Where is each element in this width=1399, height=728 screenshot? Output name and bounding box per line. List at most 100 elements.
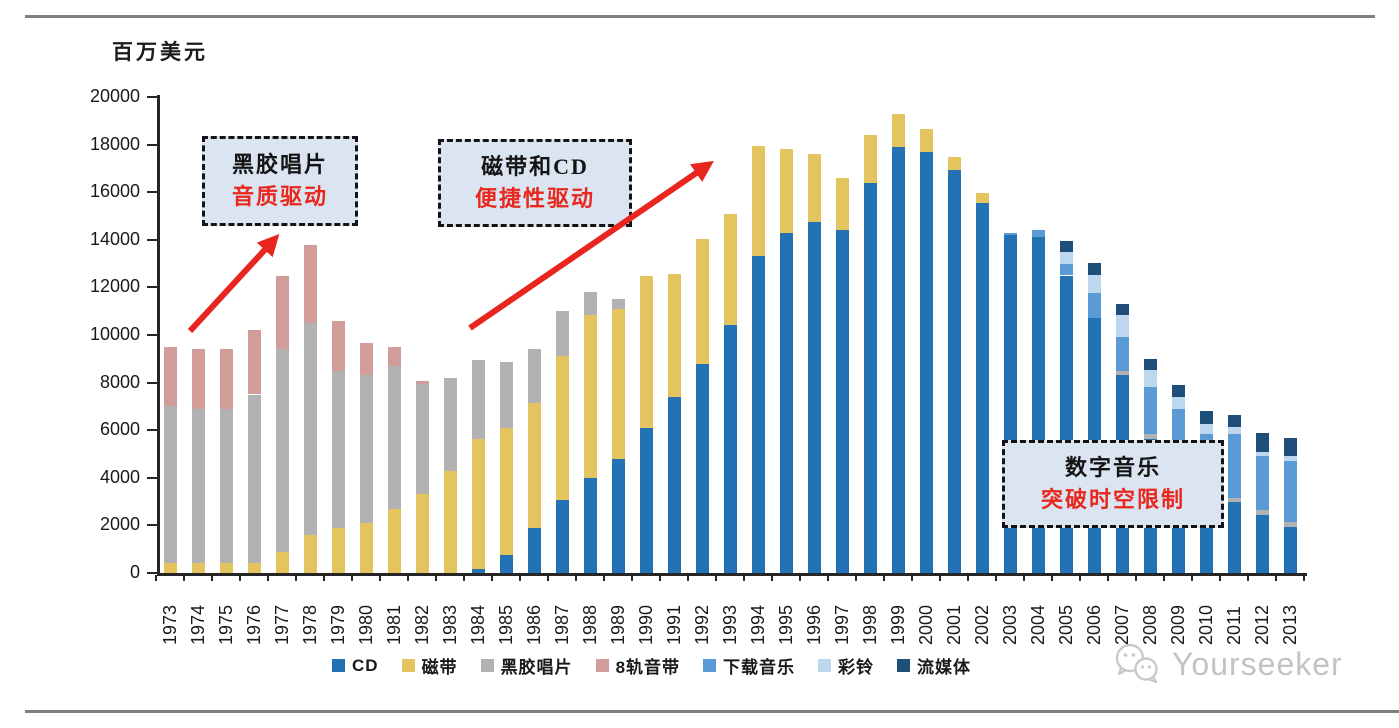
bar-2006-ringtone [1087,275,1101,294]
x-axis-year-label-2005: 2005 [1056,604,1076,645]
x-axis-year-label-1980: 1980 [356,604,376,645]
legend-label-download: 下载音乐 [723,658,796,677]
y-axis-tick [147,238,158,241]
bar-1996-cd [807,221,821,573]
bar-1977-cassette [275,551,289,573]
x-axis-year-label-1988: 1988 [580,604,600,645]
y-axis-tick [147,381,158,384]
x-axis-year-label-1987: 1987 [552,604,572,645]
bar-1993-cd [723,325,737,573]
bar-2010-streaming [1199,411,1213,424]
legend-label-eight-track: 8轨音带 [615,658,681,677]
bar-1979-cassette [331,527,345,573]
bar-1982-cassette [415,494,429,573]
bar-2007-streaming [1115,303,1129,315]
x-axis-year-label-1994: 1994 [748,604,768,645]
bar-1974-cassette [191,563,205,573]
x-axis-tick [883,575,885,581]
legend-swatch-download [703,659,717,672]
callout-cassette-cd-title: 磁带和CD [481,154,589,180]
bar-1990-cd [639,427,653,573]
y-axis-tick [147,143,158,146]
bar-2008-ringtone [1143,370,1157,388]
y-axis-tick [147,286,158,289]
chart-legend: CD 磁带 黑胶唱片 8轨音带 下载音乐 彩铃 流媒体 [332,653,971,678]
x-axis-year-label-1984: 1984 [468,604,488,645]
callout-vinyl: 黑胶唱片 音质驱动 [202,136,358,226]
y-axis-tick [147,429,158,432]
x-axis-year-label-1997: 1997 [832,604,852,645]
x-axis-tick [939,575,941,581]
x-axis-tick [183,575,185,581]
bar-2011-ringtone [1227,427,1241,434]
x-axis-tick [463,575,465,581]
y-axis-tick-label: 16000 [89,181,140,202]
x-axis-year-label-2010: 2010 [1196,604,1216,645]
x-axis-tick [1079,575,1081,581]
legend-label-ringtone: 彩铃 [838,658,875,677]
x-axis-tick [967,575,969,581]
callout-digital-title: 数字音乐 [1064,455,1161,481]
bar-1999-cd [891,146,905,573]
x-axis-year-label-2012: 2012 [1252,604,1272,645]
bar-2012-vinyl [1255,509,1269,515]
bar-1989-cd [611,458,625,573]
bar-2000-cassette [919,129,933,152]
bar-1988-cd [583,477,597,573]
y-axis-line [157,95,160,576]
callout-digital: 数字音乐 突破时空限制 [1002,440,1224,528]
y-axis-unit-label: 百万美元 [112,40,208,64]
legend-item-vinyl: 黑胶唱片 [480,653,573,678]
legend-item-download: 下载音乐 [703,653,795,678]
x-axis-tick [771,575,773,581]
bar-2004-download [1031,230,1045,238]
x-axis-year-label-1991: 1991 [664,604,684,645]
bar-1980-vinyl [359,375,373,523]
x-axis-year-label-2000: 2000 [916,604,936,645]
bar-2011-download [1227,433,1241,499]
legend-label-streaming: 流媒体 [917,658,972,677]
bar-1991-cassette [667,274,681,397]
x-axis-tick [743,575,745,581]
x-axis-tick [519,575,521,581]
bar-1976-vinyl [247,394,261,564]
bar-1994-cd [751,256,765,573]
bar-2006-download [1087,293,1101,319]
bar-2012-ringtone [1255,451,1269,457]
x-axis-year-label-1985: 1985 [496,604,516,645]
x-axis-year-label-1990: 1990 [636,604,656,645]
x-axis-line [157,573,1307,576]
bar-1981-eight-track [387,346,401,366]
top-divider [25,15,1375,18]
bar-2002-cassette [975,193,989,203]
x-axis-tick [995,575,997,581]
bar-1986-cassette [527,403,541,529]
bar-1995-cd [779,232,793,573]
x-axis-tick [575,575,577,581]
x-axis-year-label-1981: 1981 [384,604,404,645]
callout-digital-subtitle: 突破时空限制 [1040,487,1185,512]
x-axis-tick [407,575,409,581]
bar-2012-download [1255,456,1269,510]
bar-2009-streaming [1171,384,1185,398]
x-axis-year-label-1982: 1982 [412,604,432,645]
y-axis-tick-label: 18000 [89,133,140,154]
legend-item-cd: CD [332,656,379,676]
bar-2005-cd [1059,275,1073,573]
x-axis-year-label-1996: 1996 [804,604,824,645]
x-axis-tick [1023,575,1025,581]
bar-1976-cassette [247,563,261,573]
bar-1978-eight-track [303,244,317,324]
bar-1981-cassette [387,508,401,573]
bar-1990-cassette [639,275,653,428]
y-axis-tick-label: 4000 [99,466,140,487]
bar-1974-eight-track [191,349,205,409]
legend-swatch-streaming [897,659,911,672]
bar-1980-eight-track [359,343,373,376]
bottom-divider [25,710,1399,713]
y-axis-tick-label: 6000 [99,419,140,440]
bar-1975-vinyl [219,408,233,564]
bar-2000-cd [919,151,933,573]
bar-1989-vinyl [611,299,625,309]
callout-vinyl-subtitle: 音质驱动 [231,184,328,209]
